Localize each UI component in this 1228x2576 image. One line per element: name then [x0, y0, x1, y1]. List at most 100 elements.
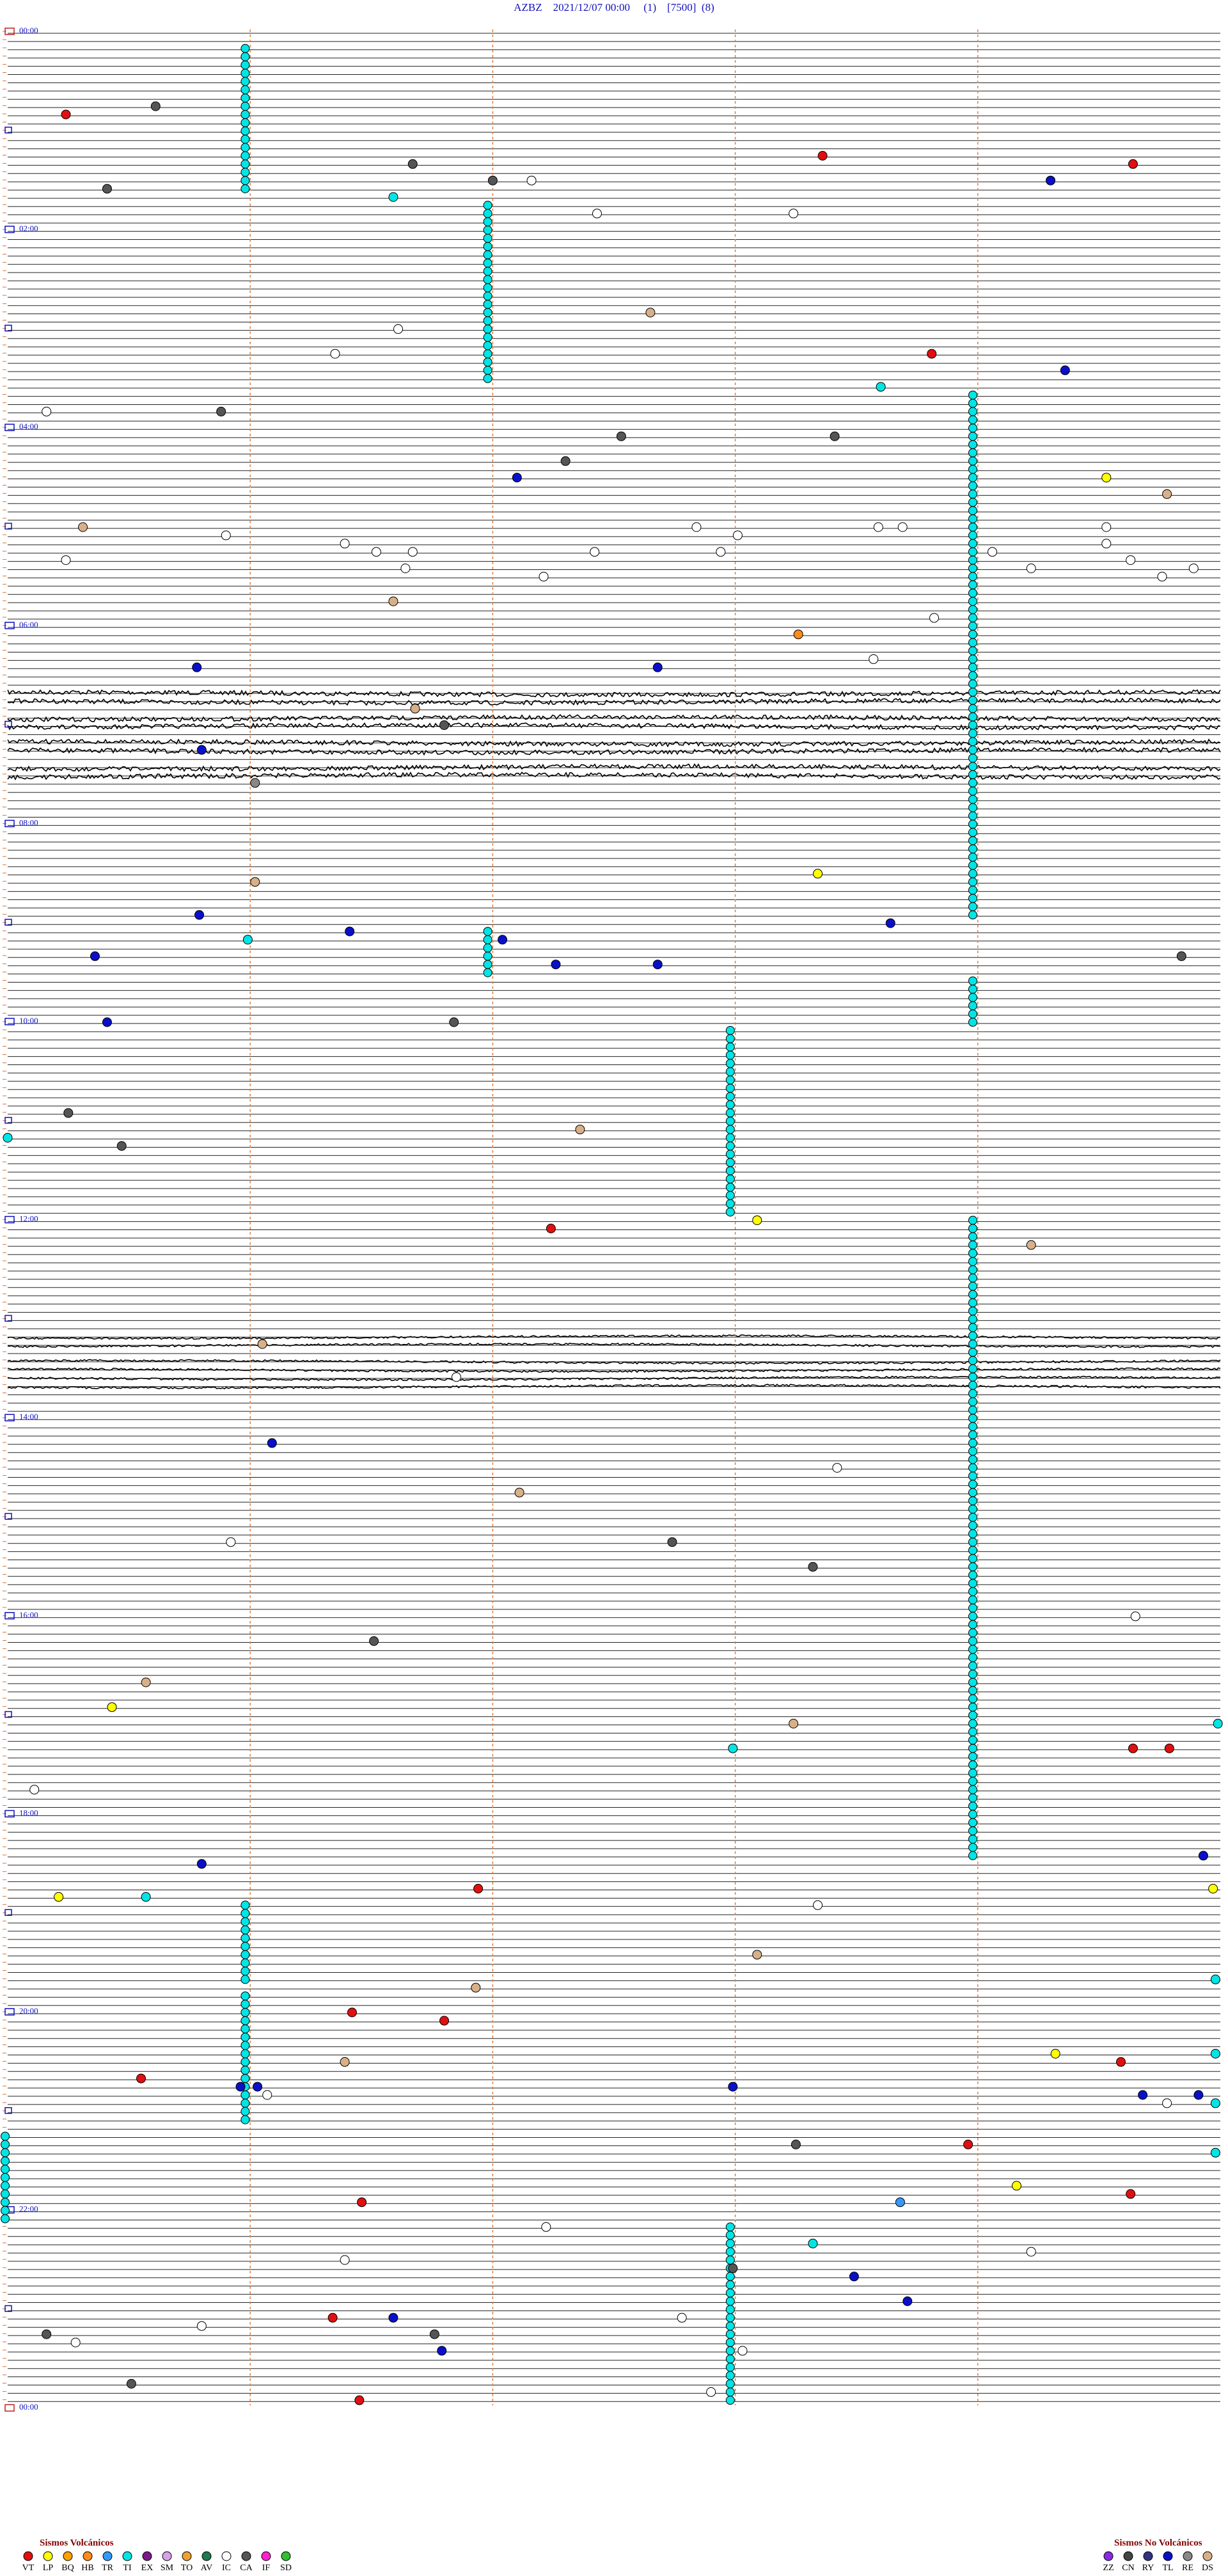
- tremor-event: [968, 803, 978, 812]
- tremor-event: [725, 2239, 735, 2248]
- event: [1128, 1743, 1138, 1753]
- event: [70, 2337, 81, 2348]
- tremor-event: [968, 1414, 978, 1423]
- event: [988, 547, 998, 557]
- event: [789, 209, 799, 219]
- tremor-event: [240, 1909, 250, 1918]
- seismic-trace: [7, 697, 1221, 706]
- tremor-event: [240, 1941, 250, 1951]
- tremor-event: [725, 2305, 735, 2314]
- tremor-event: [968, 1735, 978, 1745]
- tremor-event: [968, 1562, 978, 1572]
- tremor-event: [968, 489, 978, 499]
- seismic-trace: [7, 689, 1221, 698]
- seismic-trace: [7, 738, 1221, 748]
- hour-marker: [4, 1711, 12, 1718]
- event: [498, 935, 508, 945]
- tremor-event: [968, 1521, 978, 1530]
- legend-swatch: [63, 2551, 73, 2561]
- event: [897, 522, 908, 532]
- event: [340, 539, 350, 549]
- tremor-event: [240, 2032, 250, 2042]
- event: [1130, 1611, 1140, 1622]
- hour-marker: [4, 1612, 15, 1620]
- hour-label: 18:00: [19, 1808, 38, 1817]
- tremor-event: [483, 200, 492, 210]
- tremor-event: [725, 1059, 735, 1068]
- seismic-trace: [7, 1367, 1221, 1373]
- hour-marker: [4, 2305, 12, 2312]
- tremor-event: [968, 754, 978, 763]
- tremor-event: [483, 250, 492, 260]
- event: [90, 951, 100, 961]
- hour-marker: [4, 720, 12, 728]
- event: [437, 2346, 447, 2356]
- tremor-event: [968, 1249, 978, 1258]
- event: [1026, 1240, 1036, 1250]
- tremor-event: [968, 1579, 978, 1588]
- tremor-event: [725, 1075, 735, 1085]
- legend-swatch: [241, 2551, 251, 2561]
- tremor-event: [483, 299, 492, 309]
- event: [1026, 2247, 1036, 2257]
- event: [546, 1224, 556, 1233]
- event: [1210, 2049, 1220, 2058]
- legend-swatch: [43, 2551, 53, 2561]
- seismic-trace: [7, 1375, 1220, 1382]
- hour-marker: [4, 1018, 15, 1025]
- event: [407, 159, 418, 169]
- event: [869, 654, 879, 664]
- tremor-event: [483, 927, 492, 936]
- legend-code: IC: [222, 2563, 231, 2573]
- event: [221, 530, 231, 541]
- tremor-event: [968, 1438, 978, 1448]
- tremor-event: [1, 2131, 10, 2141]
- tremor-event: [968, 1752, 978, 1762]
- tremor-event: [968, 794, 978, 804]
- tremor-event: [968, 1455, 978, 1464]
- tremor-event: [240, 126, 250, 136]
- tremor-event: [240, 1975, 250, 1984]
- seismic-trace: [7, 1334, 1221, 1340]
- tremor-event: [968, 1727, 978, 1737]
- tremor-event: [483, 233, 492, 243]
- tremor-event: [968, 1348, 978, 1357]
- hour-marker: [4, 1513, 12, 1520]
- tremor-event: [725, 1199, 735, 1208]
- tremor-event: [968, 448, 978, 457]
- tremor-event: [483, 209, 492, 218]
- tremor-event: [968, 770, 978, 779]
- event: [728, 2263, 738, 2273]
- event: [3, 1133, 13, 1143]
- tremor-event: [968, 638, 978, 647]
- legend-swatch: [1183, 2551, 1193, 2561]
- tremor-event: [968, 1620, 978, 1629]
- tremor-event: [968, 1372, 978, 1382]
- event: [439, 2016, 450, 2026]
- tremor-event: [725, 2222, 735, 2232]
- tremor-event: [725, 2330, 735, 2339]
- tremor-event: [725, 1067, 735, 1077]
- tremor-event: [240, 52, 250, 61]
- tremor-event: [725, 1174, 735, 1184]
- legend-code: TI: [123, 2563, 132, 2573]
- tremor-event: [1, 2206, 10, 2215]
- event: [1213, 1719, 1223, 1728]
- event: [737, 2346, 748, 2356]
- tremor-event: [483, 217, 492, 226]
- event: [429, 2329, 439, 2339]
- tremor-event: [968, 1554, 978, 1563]
- event: [716, 547, 726, 557]
- legend-swatch: [221, 2551, 232, 2561]
- tremor-event: [968, 860, 978, 870]
- event: [1128, 159, 1138, 169]
- hour-marker: [4, 1315, 12, 1322]
- event: [1050, 2049, 1060, 2058]
- hour-label: 14:00: [19, 1412, 38, 1421]
- tremor-event: [968, 547, 978, 557]
- legend-swatch: [162, 2551, 172, 2561]
- event: [590, 547, 600, 557]
- event: [1198, 1851, 1208, 1861]
- seismic-trace: [7, 763, 1221, 772]
- event: [102, 184, 112, 194]
